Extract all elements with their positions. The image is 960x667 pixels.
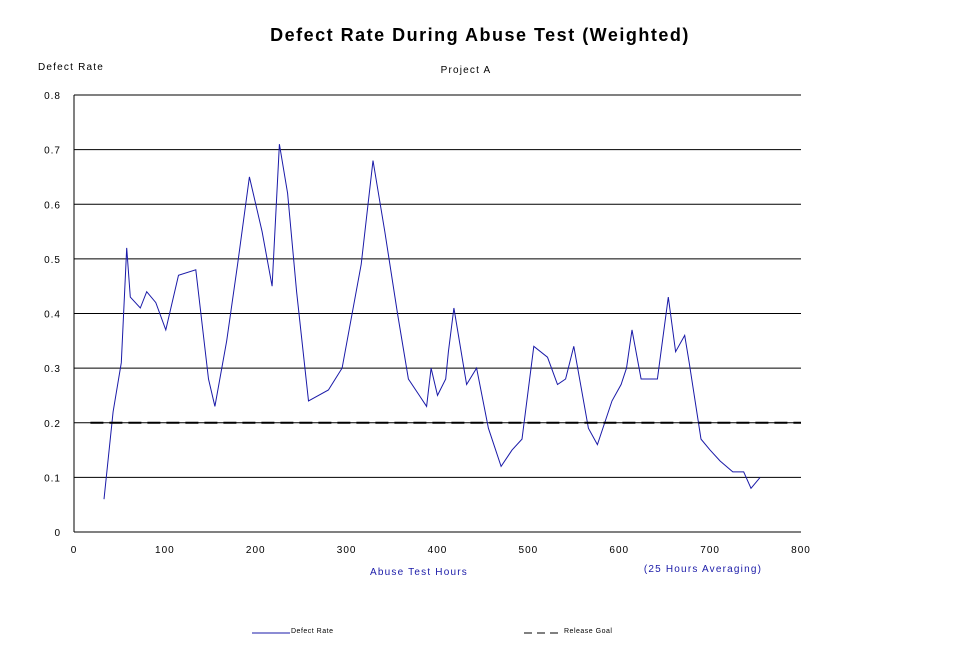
y-tick-label: 0.5: [44, 255, 61, 266]
averaging-note: (25 Hours Averaging): [644, 564, 762, 575]
y-tick-label: 0.4: [44, 310, 61, 321]
y-tick-label: 0.8: [44, 91, 61, 102]
x-tick-label: 600: [609, 545, 629, 556]
chart-title: Defect Rate During Abuse Test (Weighted): [270, 25, 690, 45]
x-tick-label: 700: [700, 545, 720, 556]
chart-subtitle: Project A: [441, 65, 492, 76]
series-defect-rate: [103, 144, 761, 500]
x-tick-label: 200: [246, 545, 266, 556]
x-axis-label: Abuse Test Hours: [370, 567, 468, 578]
x-tick-label: 300: [337, 545, 357, 556]
legend-label-release-goal: Release Goal: [564, 628, 612, 635]
x-tick-label: 500: [519, 545, 539, 556]
y-tick-label: 0.6: [44, 200, 61, 211]
x-tick-label: 0: [71, 545, 78, 556]
axes: [73, 95, 801, 533]
y-axis-label: Defect Rate: [38, 62, 104, 73]
y-tick-label: 0.7: [44, 146, 61, 157]
y-tick-labels: 0 0.1 0.2 0.3 0.4 0.5 0.6 0.7 0.8: [44, 91, 61, 539]
gridlines: [74, 94, 801, 533]
y-tick-label: 0: [54, 528, 61, 539]
y-tick-label: 0.2: [44, 419, 61, 430]
legend-label-defect-rate: Defect Rate: [291, 628, 333, 635]
y-tick-label: 0.1: [44, 473, 61, 484]
x-tick-label: 400: [428, 545, 448, 556]
x-tick-label: 100: [155, 545, 175, 556]
y-tick-label: 0.3: [44, 364, 61, 375]
x-tick-label: 800: [791, 545, 811, 556]
x-tick-labels: 0 100 200 300 400 500 600 700 800: [71, 545, 811, 556]
legend: Defect Rate Release Goal: [252, 628, 612, 635]
series-lines: [90, 144, 801, 500]
